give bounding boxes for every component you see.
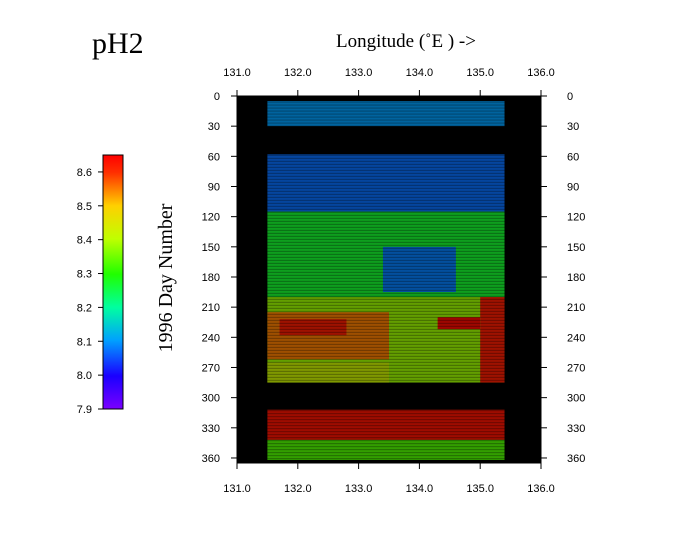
y-tick-label-right: 240 (567, 332, 585, 344)
y-tick-label-left: 0 (214, 91, 220, 103)
heatmap-cell (267, 154, 505, 212)
row-stripes (267, 101, 505, 460)
heatmap-cells (267, 101, 505, 460)
y-tick-label-left: 150 (202, 242, 220, 254)
x-tick-label-top: 135.0 (466, 67, 494, 79)
colorbar-ticks: 7.9 8.0 8.1 8.2 8.3 8.4 8.5 8.6 (77, 167, 103, 416)
y-tick-label-left: 210 (202, 302, 220, 314)
x-tick-label-bottom: 133.0 (345, 483, 373, 495)
chart-title: pH2 (92, 27, 144, 60)
colorbar-tick-label: 8.5 (77, 201, 92, 213)
y-tick-label-right: 180 (567, 272, 585, 284)
y-tick-label-left: 300 (202, 393, 220, 405)
y-tick-label-right: 330 (567, 423, 585, 435)
x-tick-label-top: 134.0 (406, 67, 434, 79)
x-tick-label-bottom: 132.0 (284, 483, 312, 495)
x-tick-label-top: 133.0 (345, 67, 373, 79)
y-tick-label-left: 270 (202, 362, 220, 374)
y-tick-label-left: 360 (202, 453, 220, 465)
y-axis-title: 1996 Day Number (155, 203, 177, 352)
x-tick-label-top: 136.0 (527, 67, 555, 79)
y-tick-label-left: 90 (208, 181, 220, 193)
y-tick-label-left: 30 (208, 121, 220, 133)
plot-frame (236, 95, 542, 464)
heatmap-cell (267, 439, 505, 460)
y-tick-label-right: 0 (567, 91, 573, 103)
y-tick-label-left: 120 (202, 212, 220, 224)
heatmap-cell (480, 297, 505, 383)
y-tick-label-left: 240 (202, 332, 220, 344)
heatmap-cell (382, 246, 456, 293)
y-tick-label-right: 210 (567, 302, 585, 314)
x-tick-label-bottom: 134.0 (406, 483, 434, 495)
colorbar-tick-label: 8.1 (77, 336, 92, 348)
colorbar-tick-label: 7.9 (77, 404, 92, 416)
y-tick-label-right: 90 (567, 181, 579, 193)
x-tick-label-bottom: 135.0 (466, 483, 494, 495)
colorbar-tick-label: 8.2 (77, 302, 92, 314)
x-tick-label-top: 132.0 (284, 67, 312, 79)
axes: 131.0 131.0 132.0 132.0 133.0 133.0 134.0 134.0… (202, 67, 586, 495)
y-tick-label-left: 330 (202, 423, 220, 435)
x-tick-label-bottom: 136.0 (527, 483, 555, 495)
colorbar-tick-label: 8.6 (77, 167, 92, 179)
heatmap-cell (279, 319, 347, 336)
colorbar-tick-label: 8.3 (77, 269, 92, 281)
y-tick-label-right: 30 (567, 121, 579, 133)
y-tick-label-left: 180 (202, 272, 220, 284)
colorbar (102, 154, 124, 410)
y-tick-label-right: 270 (567, 362, 585, 374)
colorbar-tick-label: 8.0 (77, 370, 92, 382)
heatmap-cell (267, 409, 505, 440)
y-tick-label-right: 60 (567, 151, 579, 163)
heatmap-cell (267, 101, 505, 127)
y-tick-label-left: 60 (208, 151, 220, 163)
x-tick-label-bottom: 131.0 (223, 483, 251, 495)
x-tick-label-top: 131.0 (223, 67, 251, 79)
colorbar-tick-label: 8.4 (77, 235, 92, 247)
x-axis-title: Longitude (˚E ) -> (336, 31, 476, 52)
y-tick-label-right: 120 (567, 212, 585, 224)
y-tick-label-right: 360 (567, 453, 585, 465)
y-tick-label-right: 300 (567, 393, 585, 405)
heatmap-cell (267, 362, 389, 383)
y-tick-label-right: 150 (567, 242, 585, 254)
heatmap-cell (437, 317, 481, 330)
